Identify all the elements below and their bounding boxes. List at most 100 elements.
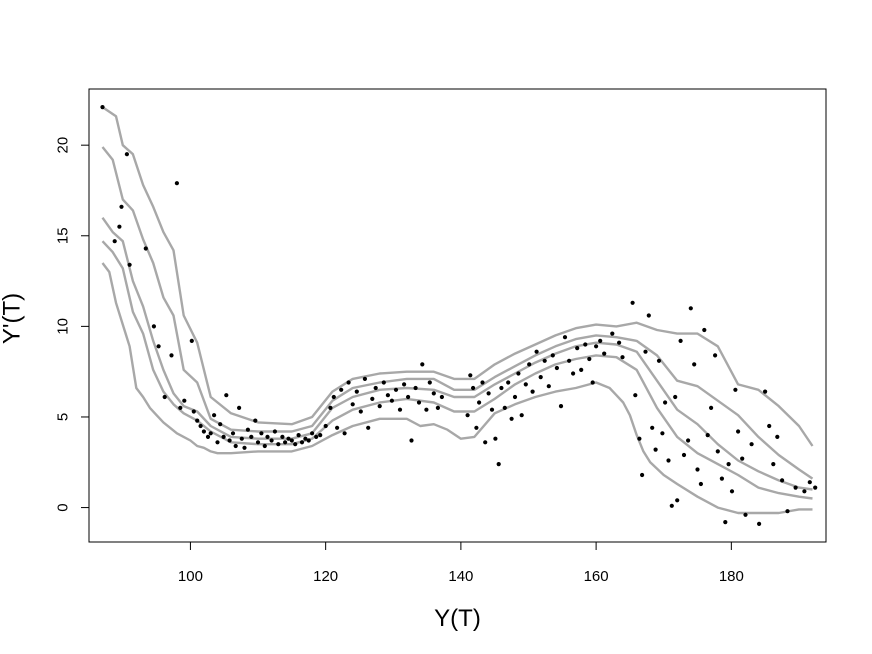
data-point: [813, 485, 818, 490]
y-tick-label: 10: [55, 318, 72, 335]
data-point: [617, 340, 622, 345]
data-point: [620, 355, 625, 360]
data-point: [406, 394, 411, 400]
data-point: [276, 442, 281, 447]
data-point: [435, 405, 440, 410]
data-point: [439, 394, 444, 400]
data-point: [212, 413, 217, 418]
data-point: [713, 353, 718, 358]
data-point: [366, 425, 371, 430]
data-point: [793, 485, 798, 490]
data-point: [221, 434, 226, 439]
data-point: [286, 436, 291, 441]
data-point: [709, 405, 714, 410]
data-point: [215, 440, 220, 445]
y-tick-label: 0: [55, 503, 72, 511]
data-point: [740, 456, 745, 461]
data-point: [306, 438, 311, 443]
data-point: [259, 431, 264, 436]
x-tick-label: 120: [313, 568, 338, 585]
data-point: [502, 405, 507, 410]
data-point: [328, 405, 333, 410]
data-point: [558, 404, 564, 409]
data-point: [174, 181, 179, 186]
data-point: [230, 431, 236, 436]
data-point: [427, 380, 432, 385]
data-point: [550, 353, 555, 358]
data-point: [542, 358, 547, 363]
data-point: [583, 342, 588, 347]
data-point: [162, 394, 167, 400]
data-point: [331, 394, 336, 400]
data-point: [675, 498, 680, 503]
data-point: [272, 429, 277, 434]
data-point: [698, 481, 704, 487]
data-point: [715, 449, 720, 454]
data-point: [640, 472, 645, 478]
data-point: [702, 327, 707, 333]
data-point: [218, 422, 223, 427]
data-point: [775, 434, 780, 439]
data-point: [370, 396, 375, 401]
x-tick-label: 100: [178, 568, 203, 585]
data-point: [117, 224, 122, 229]
data-point: [512, 394, 518, 400]
data-point: [499, 385, 504, 391]
x-axis-title: Y(T): [434, 605, 481, 632]
data-point: [112, 239, 117, 244]
data-point: [303, 436, 308, 441]
data-point: [465, 413, 470, 418]
data-point: [385, 393, 390, 398]
data-point: [346, 380, 351, 385]
x-axis: 100 120 140 160 180: [178, 541, 744, 585]
data-point: [362, 376, 367, 381]
data-point: [474, 425, 479, 430]
data-point: [397, 407, 403, 412]
data-point: [598, 338, 603, 343]
data-point: [726, 462, 731, 467]
data-point: [736, 429, 741, 434]
quantile-curve-2: [101, 146, 814, 480]
data-point: [280, 434, 285, 439]
data-point: [486, 391, 491, 396]
data-point: [506, 380, 511, 385]
data-point: [402, 382, 407, 387]
data-point: [253, 418, 258, 423]
data-point: [530, 389, 535, 394]
data-points: [100, 105, 818, 527]
data-point: [420, 362, 425, 367]
data-point: [208, 431, 213, 436]
data-point: [579, 367, 584, 372]
data-point: [719, 476, 725, 481]
data-point: [780, 478, 785, 483]
data-point: [480, 380, 485, 385]
data-point: [546, 384, 551, 389]
data-point: [249, 434, 254, 439]
data-point: [660, 431, 665, 436]
data-point: [255, 440, 261, 445]
data-point: [314, 434, 319, 439]
data-point: [377, 404, 382, 409]
data-point: [262, 443, 267, 449]
data-point: [538, 375, 543, 380]
data-point: [389, 398, 394, 403]
data-point: [373, 385, 378, 391]
data-point: [519, 413, 524, 418]
data-point: [785, 509, 790, 514]
data-point: [534, 349, 539, 354]
data-point: [124, 152, 129, 157]
data-point: [695, 467, 700, 472]
data-point: [587, 356, 592, 362]
data-point: [594, 344, 599, 349]
data-point: [602, 351, 607, 356]
data-point: [318, 433, 323, 438]
data-point: [656, 358, 662, 363]
data-point: [310, 431, 315, 436]
data-point: [182, 398, 187, 403]
data-point: [245, 427, 250, 432]
y-axis-title: Y'(T): [0, 293, 26, 344]
data-point: [156, 344, 161, 349]
quantile-curve-4: [101, 240, 813, 500]
data-point: [239, 436, 244, 441]
